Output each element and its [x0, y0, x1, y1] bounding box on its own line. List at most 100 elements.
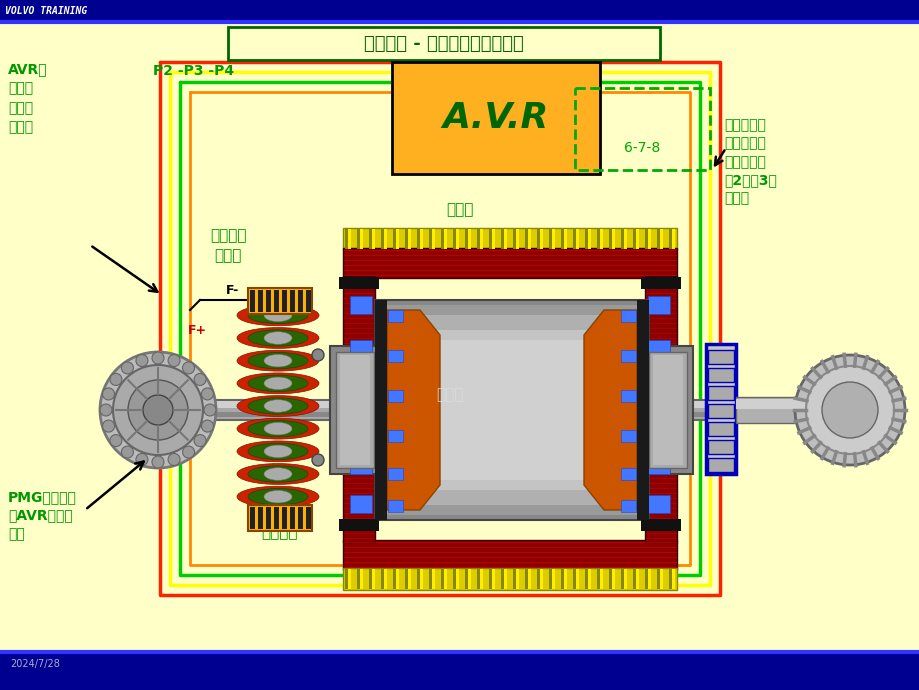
Bar	[620, 390, 635, 402]
Ellipse shape	[264, 332, 291, 344]
Text: 轴: 轴	[807, 397, 816, 413]
Circle shape	[168, 355, 180, 366]
Bar	[608, 229, 611, 249]
Ellipse shape	[237, 441, 319, 462]
Bar	[647, 418, 669, 436]
Bar	[464, 229, 471, 249]
Bar	[404, 569, 411, 589]
Bar	[345, 229, 347, 249]
Bar	[343, 568, 676, 590]
Text: VOLVO TRAINING: VOLVO TRAINING	[5, 6, 87, 16]
Bar	[289, 507, 295, 529]
Bar	[620, 500, 635, 512]
Ellipse shape	[248, 375, 308, 391]
Bar	[257, 507, 263, 529]
Bar	[513, 569, 516, 589]
Bar	[525, 569, 528, 589]
Ellipse shape	[248, 330, 308, 346]
Bar	[561, 229, 563, 249]
Bar	[513, 569, 518, 589]
Bar	[647, 340, 669, 358]
Bar	[343, 248, 676, 278]
Bar	[632, 569, 639, 589]
Bar	[349, 296, 371, 314]
Bar	[388, 468, 403, 480]
Circle shape	[152, 456, 164, 468]
Bar	[282, 290, 287, 312]
Bar	[452, 569, 459, 589]
Bar	[573, 229, 575, 249]
Bar	[428, 229, 435, 249]
Circle shape	[204, 404, 216, 416]
Bar	[584, 569, 590, 589]
Bar	[647, 296, 669, 314]
Bar	[735, 399, 875, 409]
Bar	[708, 422, 733, 436]
Bar	[345, 569, 347, 589]
Bar	[416, 569, 423, 589]
Bar	[428, 229, 432, 249]
Bar	[349, 456, 371, 474]
Bar	[404, 569, 407, 589]
Bar	[641, 404, 680, 416]
Bar	[428, 569, 435, 589]
Bar	[561, 569, 563, 589]
Bar	[228, 27, 659, 60]
Bar	[648, 352, 686, 468]
Ellipse shape	[264, 400, 291, 412]
Bar	[644, 229, 647, 249]
Ellipse shape	[237, 395, 319, 417]
Bar	[647, 380, 669, 398]
Bar	[416, 229, 423, 249]
Bar	[380, 569, 387, 589]
Bar	[656, 229, 663, 249]
Bar	[584, 229, 590, 249]
Bar	[335, 352, 374, 468]
Bar	[248, 288, 312, 314]
Bar	[620, 468, 635, 480]
Bar	[537, 229, 542, 249]
Bar	[574, 88, 709, 170]
Bar	[452, 229, 459, 249]
Bar	[561, 229, 566, 249]
Circle shape	[182, 362, 194, 374]
Ellipse shape	[248, 353, 308, 369]
Bar	[513, 229, 518, 249]
Bar	[489, 569, 492, 589]
Circle shape	[168, 453, 180, 466]
Circle shape	[201, 388, 213, 400]
Bar	[274, 507, 278, 529]
Bar	[656, 569, 659, 589]
Bar	[642, 346, 692, 474]
Bar	[391, 62, 599, 174]
Bar	[584, 229, 587, 249]
Bar	[641, 392, 680, 404]
Bar	[416, 229, 420, 249]
Bar	[428, 569, 432, 589]
Bar	[392, 569, 395, 589]
Circle shape	[121, 446, 133, 458]
Bar	[464, 569, 468, 589]
Bar	[489, 229, 494, 249]
Bar	[656, 229, 659, 249]
Circle shape	[136, 355, 148, 366]
Text: F-: F-	[226, 284, 239, 297]
Bar	[349, 380, 371, 398]
Bar	[250, 290, 255, 312]
Ellipse shape	[264, 309, 291, 322]
Bar	[656, 569, 663, 589]
Bar	[282, 507, 287, 529]
Bar	[392, 229, 399, 249]
Bar	[338, 519, 379, 531]
Ellipse shape	[237, 305, 319, 326]
Circle shape	[102, 420, 115, 432]
Bar	[708, 350, 733, 364]
Text: PMG提供电源
给AVR（安装
时）: PMG提供电源 给AVR（安装 时）	[8, 490, 77, 541]
Bar	[620, 229, 627, 249]
Bar	[349, 418, 371, 436]
Bar	[416, 569, 420, 589]
Bar	[584, 569, 587, 589]
Bar	[338, 404, 379, 416]
Text: 励磁转子
和定子: 励磁转子 和定子	[210, 228, 246, 263]
Bar	[608, 569, 611, 589]
